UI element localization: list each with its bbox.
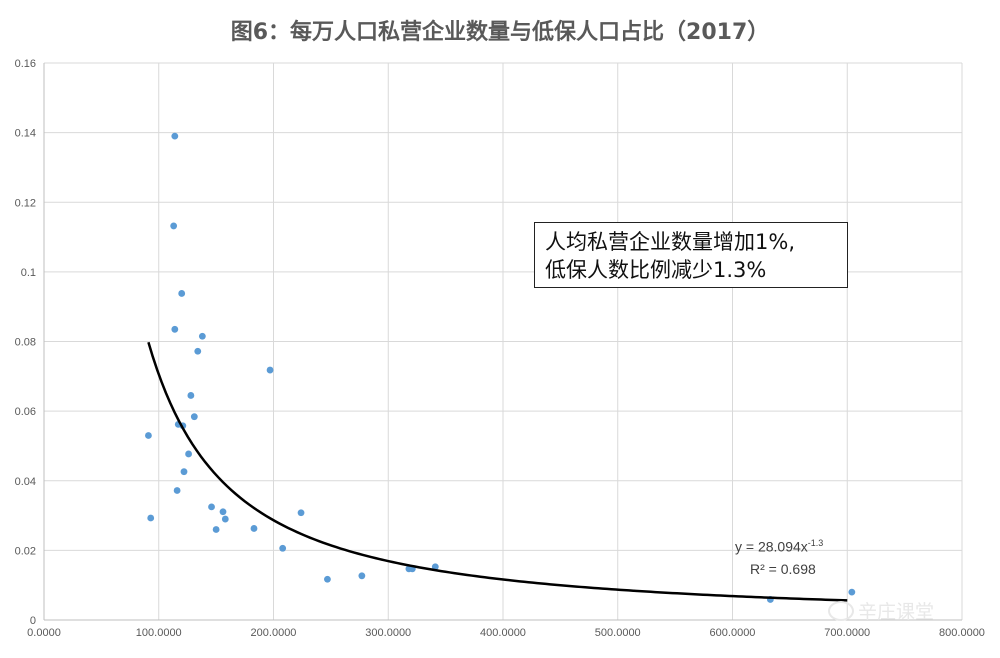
data-point xyxy=(171,132,179,140)
grid xyxy=(44,62,963,620)
trendline xyxy=(147,341,848,602)
axes xyxy=(43,63,962,621)
watermark-text: 辛庄课堂 xyxy=(858,601,935,623)
x-tick-label: 800.0000 xyxy=(939,627,985,639)
data-point xyxy=(431,563,439,571)
data-point xyxy=(194,347,202,355)
data-point xyxy=(250,525,258,532)
trendline-equation: y = 28.094x-1.3 xyxy=(735,538,823,555)
y-tick-label: 0.04 xyxy=(15,476,36,488)
x-tick-label: 400.0000 xyxy=(480,627,526,639)
chart-title: 图6：每万人口私营企业数量与低保人口占比（2017） xyxy=(230,20,770,45)
data-point xyxy=(170,222,178,230)
x-tick-label: 100.0000 xyxy=(136,627,182,639)
trendline-layer xyxy=(147,341,848,602)
y-tick-label: 0.08 xyxy=(15,337,36,349)
data-point xyxy=(187,392,195,399)
data-points xyxy=(145,132,856,603)
x-tick-label: 600.0000 xyxy=(710,627,756,639)
wechat-icon xyxy=(828,600,854,621)
data-point xyxy=(198,332,206,340)
y-tick-label: 0.06 xyxy=(15,406,36,418)
data-point xyxy=(180,468,188,476)
watermark: 辛庄课堂 xyxy=(828,597,934,624)
y-tick-label: 0 xyxy=(30,615,36,627)
data-point xyxy=(212,526,220,533)
annotation-line-1: 人均私营企业数量增加1%, xyxy=(545,230,795,254)
y-tick-label: 0.1 xyxy=(21,267,36,279)
data-point xyxy=(147,514,155,522)
data-point xyxy=(266,366,274,374)
data-point xyxy=(208,503,215,511)
y-tick-label: 0.14 xyxy=(15,128,36,140)
data-point xyxy=(173,487,181,494)
x-tick-label: 200.0000 xyxy=(251,627,297,639)
data-point xyxy=(178,290,186,297)
data-point xyxy=(185,450,192,458)
data-point xyxy=(279,544,287,552)
data-point xyxy=(848,588,856,596)
y-tick-label: 0.02 xyxy=(15,545,36,557)
equation-exponent: -1.3 xyxy=(807,538,824,548)
r-squared-label: R² = 0.698 xyxy=(750,561,816,577)
data-point xyxy=(358,572,366,580)
data-point xyxy=(219,508,227,516)
data-point xyxy=(145,432,152,439)
x-tick-label: 700.0000 xyxy=(824,627,870,639)
y-tick-label: 0.12 xyxy=(15,197,36,209)
annotation-box: 人均私营企业数量增加1%, 低保人数比例减少1.3% xyxy=(534,222,848,288)
data-point xyxy=(297,509,305,517)
equation-base: y = 28.094x xyxy=(735,538,808,555)
data-point xyxy=(190,413,198,421)
y-tick-label: 0.16 xyxy=(15,58,36,70)
x-tick-label: 300.0000 xyxy=(365,627,411,639)
annotation-line-2: 低保人数比例减少1.3% xyxy=(545,258,767,282)
data-point xyxy=(171,325,179,333)
x-tick-label: 500.0000 xyxy=(595,627,641,639)
tick-labels: 0.0000 100.0000 200.0000 300.0000 400.0000 50… xyxy=(15,58,985,639)
data-point xyxy=(324,575,331,583)
data-point xyxy=(221,515,229,523)
x-tick-label: 0.0000 xyxy=(27,627,61,639)
